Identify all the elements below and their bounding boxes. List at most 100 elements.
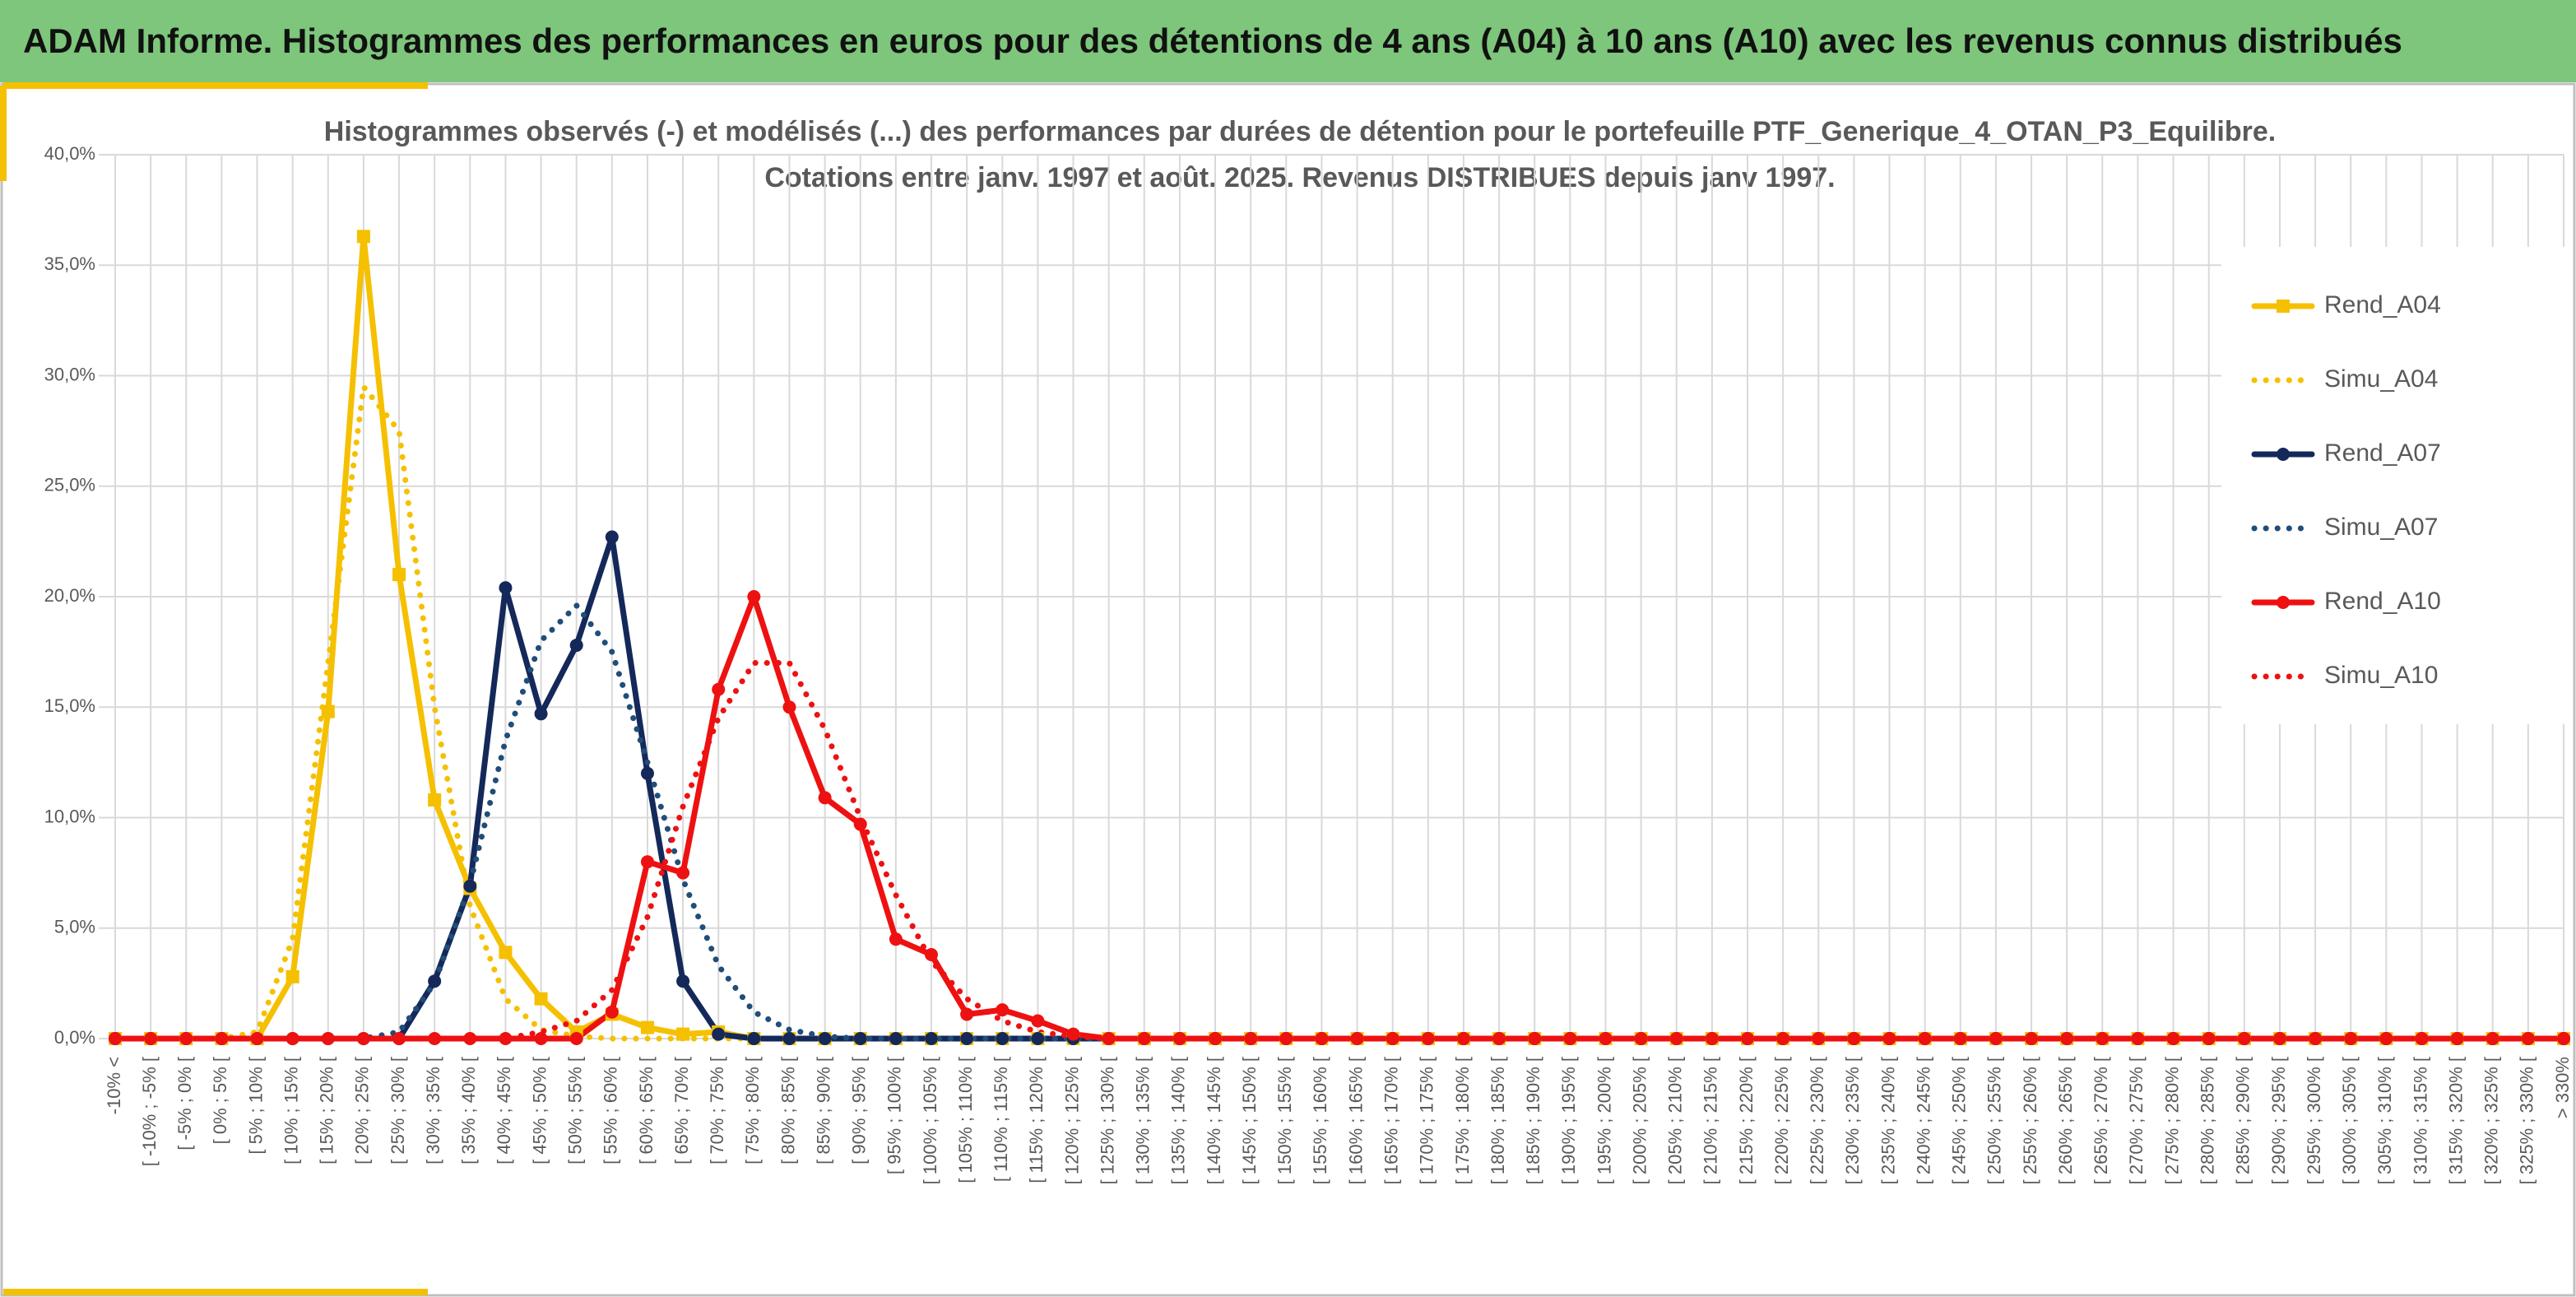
marker <box>392 1032 406 1045</box>
marker <box>960 1032 974 1045</box>
marker <box>1031 1014 1045 1028</box>
x-tick-label: [ 20% ; 25% [ <box>352 1057 373 1165</box>
x-tick-label: [ 135% ; 140% [ <box>1168 1057 1189 1184</box>
chart-title: Histogrammes observés (-) et modélisés (… <box>324 116 2276 147</box>
marker <box>285 1032 299 1045</box>
x-tick-label: [ 40% ; 45% [ <box>494 1057 514 1165</box>
series-line <box>112 233 2567 1042</box>
legend-box <box>2221 247 2567 724</box>
marker <box>712 1027 726 1041</box>
marker <box>356 1032 370 1045</box>
x-tick-label: [ 240% ; 245% [ <box>1913 1057 1933 1184</box>
marker <box>2379 1032 2393 1045</box>
x-tick-label: [ 155% ; 160% [ <box>1310 1057 1330 1184</box>
marker <box>853 1032 867 1045</box>
y-tick-label: 5,0% <box>54 917 95 937</box>
marker <box>569 1032 583 1045</box>
marker <box>2166 1032 2180 1045</box>
marker <box>463 1032 477 1045</box>
x-tick-label: [ 110% ; 115% [ <box>991 1057 1011 1182</box>
x-tick-label: [ 55% ; 60% [ <box>601 1057 621 1165</box>
marker <box>1563 1032 1577 1045</box>
marker <box>1599 1032 1613 1045</box>
marker <box>534 707 548 721</box>
marker <box>250 1032 264 1045</box>
marker <box>2450 1032 2464 1045</box>
x-tick-label: [ 275% ; 280% [ <box>2161 1057 2182 1184</box>
chart-subtitle: Cotations entre janv. 1997 et août. 2025… <box>764 162 1835 193</box>
x-tick-label: [ 80% ; 85% [ <box>777 1057 798 1165</box>
x-tick-label: [ 60% ; 65% [ <box>636 1057 657 1165</box>
x-tick-label: [ 75% ; 80% [ <box>742 1057 763 1165</box>
marker <box>109 1032 122 1045</box>
x-tick-label: [ 170% ; 175% [ <box>1417 1057 1437 1184</box>
x-tick-label: [ 125% ; 130% [ <box>1097 1057 1117 1184</box>
marker <box>747 590 761 603</box>
series-line <box>112 602 2567 1042</box>
marker <box>605 530 619 544</box>
legend-label: Rend_A04 <box>2324 291 2441 318</box>
marker <box>853 817 867 831</box>
marker <box>1634 1032 1648 1045</box>
x-tick-label: > 330% <box>2552 1057 2573 1118</box>
marker <box>818 791 832 805</box>
x-tick-label: [ 15% ; 20% [ <box>317 1057 337 1165</box>
header-title: ADAM Informe. Histogrammes des performan… <box>23 21 2402 60</box>
marker <box>1315 1032 1329 1045</box>
x-tick-label: [ 30% ; 35% [ <box>423 1057 443 1165</box>
marker <box>1066 1027 1080 1041</box>
marker <box>889 1032 903 1045</box>
x-tick-label: [ 280% ; 285% [ <box>2198 1057 2218 1184</box>
marker <box>996 1003 1010 1017</box>
marker <box>640 766 654 780</box>
x-tick-label: [ 290% ; 295% [ <box>2268 1057 2289 1184</box>
legend-marker <box>2277 300 2290 313</box>
marker <box>1279 1032 1293 1045</box>
marker <box>2202 1032 2216 1045</box>
legend-label: Simu_A10 <box>2324 662 2438 689</box>
marker <box>2272 1032 2286 1045</box>
marker <box>676 1027 690 1041</box>
marker <box>2237 1032 2251 1045</box>
x-tick-label: [ 295% ; 300% [ <box>2304 1057 2324 1184</box>
x-tick-label: [ 100% ; 105% [ <box>920 1057 940 1184</box>
marker <box>712 682 726 696</box>
legend-label: Rend_A10 <box>2324 588 2441 615</box>
x-tick-label: [ 315% ; 320% [ <box>2445 1057 2466 1184</box>
x-tick-label: [ 150% ; 155% [ <box>1274 1057 1295 1184</box>
x-tick-label: [ 185% ; 190% [ <box>1523 1057 1543 1184</box>
x-tick-label: [ 190% ; 195% [ <box>1558 1057 1579 1184</box>
x-tick-label: [ 65% ; 70% [ <box>671 1057 692 1165</box>
marker <box>1705 1032 1719 1045</box>
marker <box>1989 1032 2003 1045</box>
y-tick-label: 35,0% <box>44 253 95 274</box>
x-tick-label: [ 305% ; 310% [ <box>2374 1057 2395 1184</box>
x-tick-label: [ 300% ; 305% [ <box>2339 1057 2360 1184</box>
x-tick-label: [ 255% ; 260% [ <box>2020 1057 2040 1184</box>
marker <box>782 1032 796 1045</box>
x-tick-label: [ 215% ; 220% [ <box>1736 1057 1757 1184</box>
marker <box>1456 1032 1470 1045</box>
marker <box>428 793 442 807</box>
x-tick-label: [ 230% ; 235% [ <box>1842 1057 1863 1184</box>
x-tick-label: [ 205% ; 210% [ <box>1665 1057 1686 1184</box>
x-tick-label: [ 310% ; 315% [ <box>2410 1057 2430 1184</box>
x-tick-label: [ 200% ; 205% [ <box>1629 1057 1650 1184</box>
x-tick-label: [ 130% ; 135% [ <box>1133 1057 1153 1184</box>
legend-item: Rend_A10 <box>2251 588 2441 615</box>
marker <box>534 992 548 1006</box>
marker <box>1244 1032 1258 1045</box>
legend-label: Rend_A07 <box>2324 439 2441 467</box>
x-tick-label: [ 245% ; 250% [ <box>1949 1057 1970 1184</box>
series-line <box>112 660 2567 1042</box>
x-tick-label: [ 220% ; 225% [ <box>1771 1057 1792 1184</box>
y-tick-label: 30,0% <box>44 364 95 384</box>
marker <box>1421 1032 1435 1045</box>
marker <box>2344 1032 2358 1045</box>
x-tick-label: [ 195% ; 200% [ <box>1594 1057 1614 1184</box>
legend-item: Simu_A10 <box>2251 662 2438 689</box>
marker <box>1669 1032 1683 1045</box>
x-tick-label: [ 180% ; 185% [ <box>1488 1057 1508 1184</box>
x-tick-label: -10% < <box>104 1057 124 1114</box>
marker <box>1209 1032 1223 1045</box>
